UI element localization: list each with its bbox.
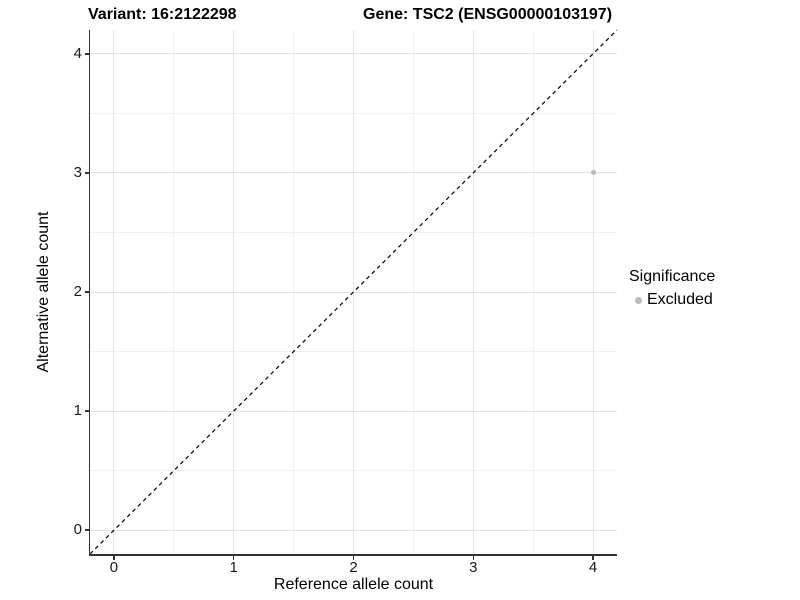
y-tick-label: 2 xyxy=(73,283,82,300)
gridline-y-major xyxy=(90,172,617,174)
y-tick-label: 0 xyxy=(73,521,82,539)
identity-reference-line xyxy=(89,29,618,555)
x-tick xyxy=(472,555,475,560)
y-tick xyxy=(84,172,89,174)
y-tick xyxy=(84,410,89,412)
gridline-y-major xyxy=(90,53,617,55)
x-tick-label: 2 xyxy=(349,559,358,576)
y-tick-label: 4 xyxy=(73,44,82,62)
x-axis-line xyxy=(88,554,617,556)
y-tick xyxy=(84,53,89,55)
x-tick xyxy=(113,555,115,560)
legend: Significance Excluded xyxy=(629,268,715,309)
x-tick xyxy=(352,555,355,560)
plot-panel xyxy=(89,29,618,555)
gridline-y-major xyxy=(90,410,617,412)
y-tick xyxy=(84,529,89,531)
x-tick-label: 3 xyxy=(469,559,478,576)
legend-item-excluded: Excluded xyxy=(629,291,715,309)
legend-key-dot-icon xyxy=(635,296,642,304)
plot-title-variant: Variant: 16:2122298 xyxy=(88,6,237,23)
x-tick xyxy=(592,555,594,560)
x-tick-label: 0 xyxy=(109,559,119,576)
plot-title-gene: Gene: TSC2 (ENSG00000103197) xyxy=(363,6,613,23)
x-tick xyxy=(232,555,235,560)
legend-title: Significance xyxy=(629,268,716,285)
legend-item-label: Excluded xyxy=(647,291,713,308)
gridline-y-major xyxy=(90,291,617,293)
x-axis-title: Reference allele count xyxy=(273,576,434,593)
gridline-y-major xyxy=(90,529,617,531)
x-tick-label: 1 xyxy=(229,559,238,576)
x-tick-label: 4 xyxy=(588,559,598,576)
y-axis-line xyxy=(88,30,90,556)
data-point xyxy=(590,170,596,176)
y-tick xyxy=(84,291,89,293)
y-axis-title: Alternative allele count xyxy=(35,211,52,373)
y-tick-label: 3 xyxy=(73,163,82,181)
y-tick-label: 1 xyxy=(73,402,82,420)
